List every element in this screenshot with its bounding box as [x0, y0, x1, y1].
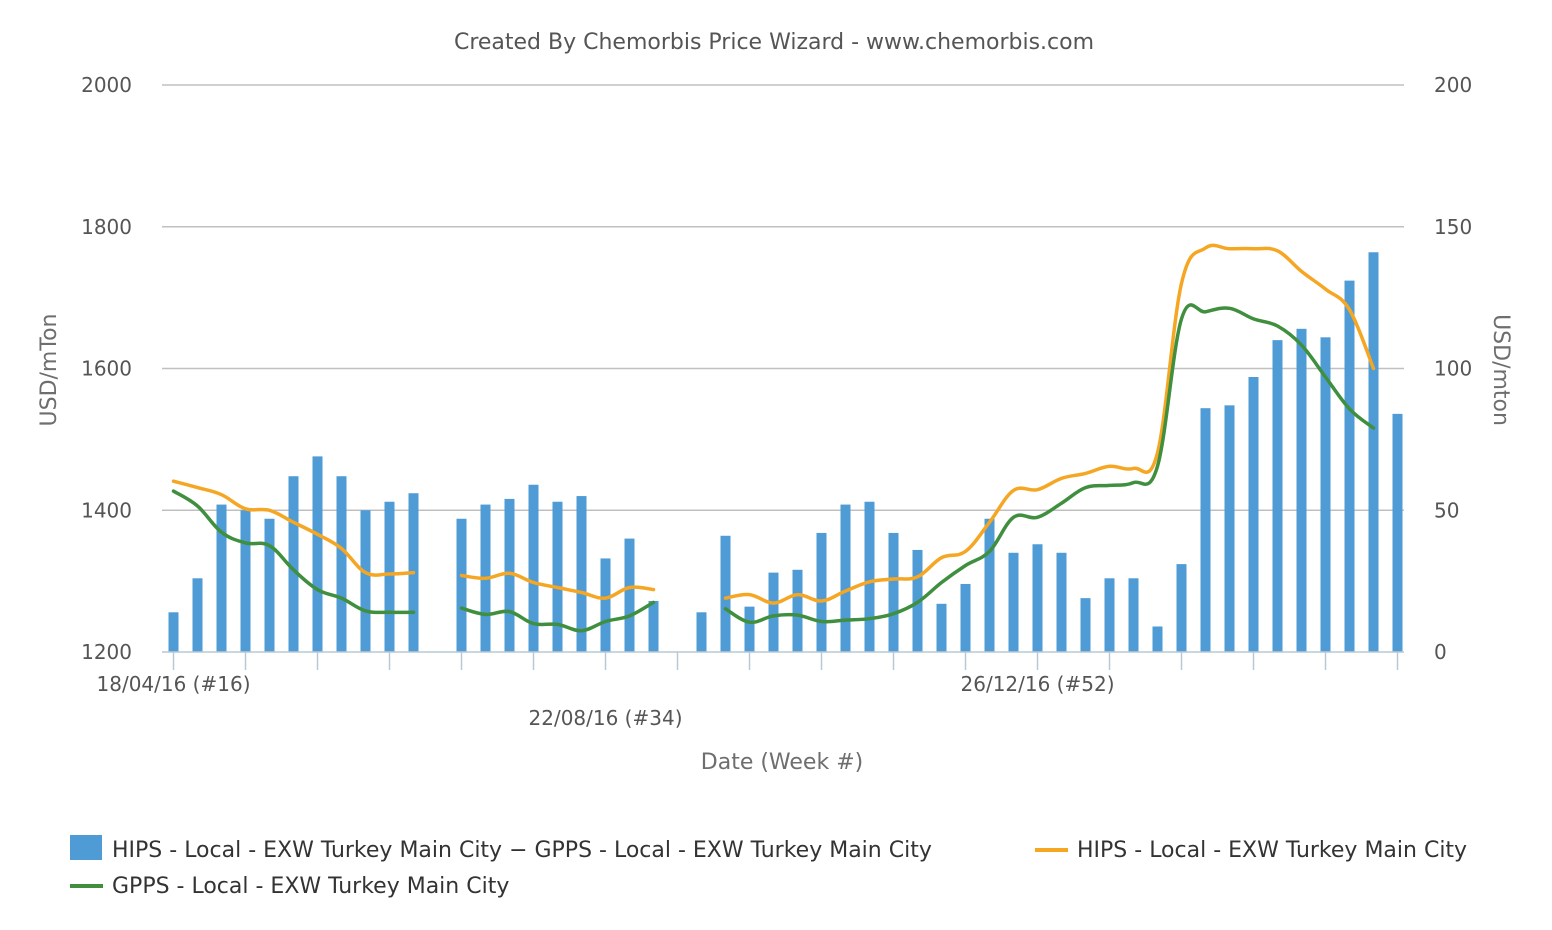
bar — [240, 510, 251, 652]
y-left-tick-label: 1600 — [81, 357, 132, 381]
x-tick-label: 26/12/16 (#52) — [961, 672, 1115, 696]
legend-label-gpps: GPPS - Local - EXW Turkey Main City — [112, 874, 509, 899]
y-axis-left-title: USD/mTon — [37, 314, 62, 427]
bar — [1104, 578, 1115, 652]
bar — [1152, 626, 1163, 652]
bar — [1056, 552, 1067, 652]
y-left-tick-label: 1800 — [81, 215, 132, 239]
x-tick-label: 18/04/16 (#16) — [97, 672, 251, 696]
bar — [456, 518, 467, 652]
y-left-tick-label: 2000 — [81, 73, 132, 97]
bar — [792, 569, 803, 652]
bar — [1200, 408, 1211, 652]
bar — [936, 603, 947, 652]
bar — [192, 578, 203, 652]
bar — [1224, 405, 1235, 652]
bar — [336, 476, 347, 652]
legend-swatch-spread — [70, 835, 102, 860]
bar — [216, 504, 227, 652]
bar-series — [168, 252, 1403, 652]
y-axis-right: 0 50 100 150 200 — [1434, 73, 1472, 664]
bar — [720, 535, 731, 652]
bar — [1248, 377, 1259, 652]
hips-line — [723, 243, 1376, 605]
bar — [960, 583, 971, 652]
bar — [696, 612, 707, 652]
bar — [840, 504, 851, 652]
gpps-line — [171, 489, 416, 615]
bar — [816, 532, 827, 652]
bar — [1344, 280, 1355, 652]
bar — [264, 518, 275, 652]
bar — [1296, 328, 1307, 652]
bar — [552, 501, 563, 652]
legend-label-hips: HIPS - Local - EXW Turkey Main City — [1077, 838, 1467, 863]
bar — [648, 600, 659, 652]
legend-item-gpps[interactable]: GPPS - Local - EXW Turkey Main City — [70, 874, 509, 899]
y-axis-left: 1200 1400 1600 1800 2000 — [81, 73, 132, 664]
bar — [168, 612, 179, 652]
bar — [1008, 552, 1019, 652]
y-right-tick-label: 0 — [1434, 640, 1447, 664]
y-right-tick-label: 100 — [1434, 357, 1472, 381]
bar — [1080, 598, 1091, 652]
legend: HIPS - Local - EXW Turkey Main City − GP… — [70, 835, 1467, 899]
bar — [504, 498, 515, 652]
y-right-tick-label: 150 — [1434, 215, 1472, 239]
bar — [1272, 340, 1283, 652]
bar — [984, 518, 995, 652]
chart-title: Created By Chemorbis Price Wizard - www.… — [454, 30, 1094, 55]
bar — [1368, 252, 1379, 652]
bar — [1128, 578, 1139, 652]
x-tick-label: 22/08/16 (#34) — [529, 706, 683, 730]
hips-line — [171, 479, 416, 577]
bar — [576, 496, 587, 652]
gpps-line — [459, 600, 656, 633]
gridlines — [162, 84, 1404, 511]
gpps-line — [723, 303, 1376, 625]
bar — [624, 538, 635, 652]
y-axis-right-title: USD/mton — [1488, 314, 1513, 426]
bar — [360, 510, 371, 652]
y-left-tick-label: 1200 — [81, 640, 132, 664]
bar — [288, 476, 299, 652]
bar — [1320, 337, 1331, 652]
y-left-tick-label: 1400 — [81, 498, 132, 522]
x-axis: 18/04/16 (#16) 22/08/16 (#34) 26/12/16 (#5… — [97, 651, 1404, 730]
x-axis-title: Date (Week #) — [701, 750, 863, 775]
bar — [312, 456, 323, 652]
bar — [600, 558, 611, 652]
legend-item-hips[interactable]: HIPS - Local - EXW Turkey Main City — [1035, 838, 1467, 863]
bar — [768, 572, 779, 652]
bar — [528, 484, 539, 652]
bar — [384, 501, 395, 652]
bar — [888, 532, 899, 652]
bar — [1176, 564, 1187, 652]
hips-line — [459, 571, 656, 600]
bar — [744, 606, 755, 652]
bar — [1392, 413, 1403, 652]
line-series — [171, 243, 1376, 633]
bar — [1032, 544, 1043, 652]
legend-item-spread[interactable]: HIPS - Local - EXW Turkey Main City − GP… — [70, 835, 932, 863]
y-right-tick-label: 50 — [1434, 498, 1459, 522]
y-right-tick-label: 200 — [1434, 73, 1472, 97]
legend-label-spread: HIPS - Local - EXW Turkey Main City − GP… — [112, 838, 932, 863]
bar — [864, 501, 875, 652]
